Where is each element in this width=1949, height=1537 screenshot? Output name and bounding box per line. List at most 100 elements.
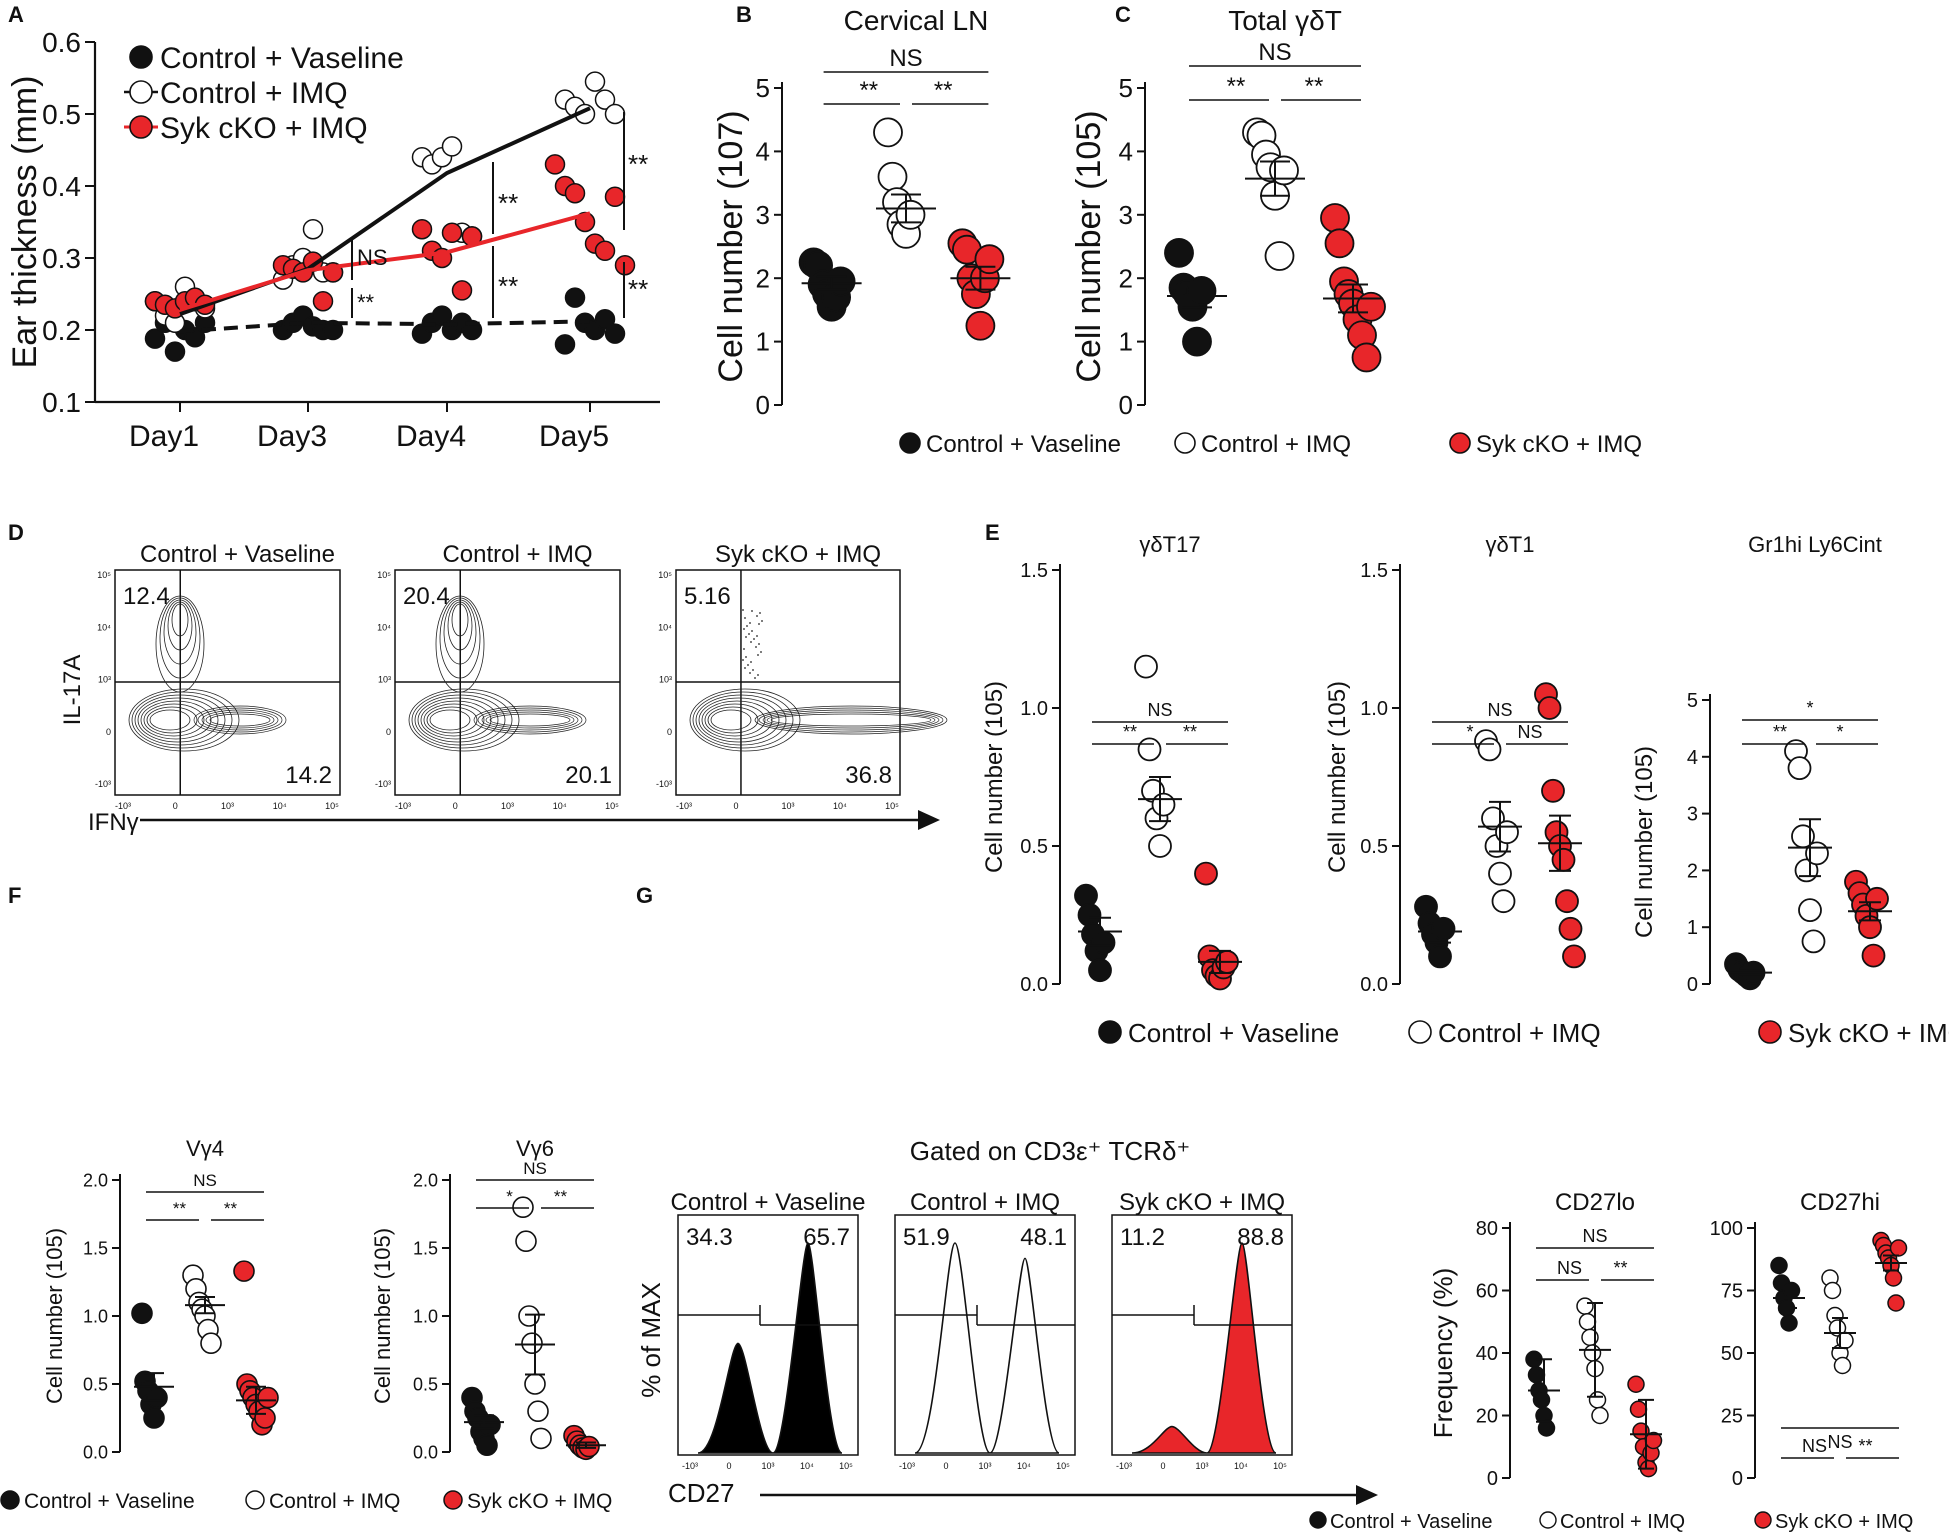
plot-g2-tick-label: 75 bbox=[1721, 1281, 1743, 1303]
flow-d-x-tick-label: 10³ bbox=[781, 801, 794, 811]
plot-b-point-1 bbox=[895, 199, 926, 230]
e-legend-label: Control + IMQ bbox=[1438, 1018, 1601, 1048]
plot-e2-point-1 bbox=[1488, 861, 1512, 886]
plot-c-point-0 bbox=[1164, 237, 1194, 268]
flow-d-contour bbox=[167, 601, 193, 651]
plot-b-sig-label: NS bbox=[889, 45, 922, 72]
bc-legend-marker bbox=[899, 432, 921, 454]
plot-b-point-1 bbox=[873, 117, 903, 148]
flow-d-y-tick-label: -10³ bbox=[656, 779, 672, 789]
plot-b-tick-label: 5 bbox=[756, 73, 770, 103]
plot-f1-tick-label: 2.0 bbox=[83, 1170, 108, 1190]
f-legend-label: Syk cKO + IMQ bbox=[467, 1490, 612, 1513]
e-legend-label: Syk cKO + IMQ bbox=[1788, 1018, 1949, 1048]
panel-letter-b: B bbox=[736, 2, 752, 27]
flow-d-y-tick-label: 10⁵ bbox=[658, 570, 672, 580]
flow-d-event bbox=[746, 625, 748, 627]
flow-d-contour bbox=[134, 694, 226, 746]
hist-g-x-tick-label: 10⁴ bbox=[800, 1461, 814, 1471]
plot-b-point-2 bbox=[965, 310, 996, 341]
panel-a-sig-label: ** bbox=[628, 149, 648, 179]
flow-d-lower-right-0: 14.2 bbox=[285, 762, 332, 789]
hist-g-right-0: 65.7 bbox=[803, 1224, 850, 1251]
plot-c-y-label: Cell number (105) bbox=[1070, 110, 1108, 382]
flow-d-contour bbox=[408, 688, 520, 752]
plot-e2-point-0 bbox=[1431, 916, 1456, 941]
panel-a-point-0 bbox=[431, 305, 453, 326]
hist-g-right-1: 48.1 bbox=[1020, 1224, 1067, 1251]
flow-d-contour bbox=[193, 705, 287, 735]
panel-a-x-tick-label: Day5 bbox=[539, 420, 609, 453]
flow-d-event bbox=[760, 651, 762, 653]
flow-d-title-2: Syk cKO + IMQ bbox=[715, 541, 881, 568]
flow-d-event bbox=[745, 656, 747, 658]
plot-g2-tick-label: 25 bbox=[1721, 1406, 1743, 1428]
hist-g-x-label: CD27 bbox=[668, 1478, 734, 1508]
g-legend-label: Control + Vaseline bbox=[1330, 1511, 1493, 1533]
plot-e3-sig-label: ** bbox=[1773, 722, 1787, 742]
flow-d-y-tick-label: 0 bbox=[106, 727, 111, 737]
plot-c-point-2 bbox=[1320, 203, 1350, 233]
hist-g-title-2: Syk cKO + IMQ bbox=[1119, 1189, 1285, 1216]
flow-d-contour bbox=[689, 688, 801, 752]
flow-d-event bbox=[756, 635, 758, 637]
e-legend-marker bbox=[1758, 1020, 1782, 1044]
plot-g1-point-1 bbox=[1576, 1297, 1594, 1315]
flow-d-y-tick-label: -10³ bbox=[375, 779, 391, 789]
flow-d-contour bbox=[163, 599, 197, 665]
flow-d-x-tick-label: 0 bbox=[173, 801, 178, 811]
plot-e2-title: γδT1 bbox=[1486, 532, 1535, 557]
plot-f1-tick-label: 1.5 bbox=[83, 1238, 108, 1258]
bc-legend-label: Control + Vaseline bbox=[926, 431, 1121, 458]
plot-e3-tick-label: 1 bbox=[1687, 917, 1698, 939]
plot-g2-point-1 bbox=[1823, 1281, 1842, 1300]
plot-f1-point-0 bbox=[131, 1302, 153, 1325]
panel-letter-d: D bbox=[8, 520, 24, 545]
flow-d-x-tick-label: -10³ bbox=[395, 801, 411, 811]
plot-g1-point-1 bbox=[1588, 1391, 1607, 1409]
flow-d-y-tick-label: 10⁵ bbox=[377, 570, 391, 580]
flow-d-x-tick-label: 10⁴ bbox=[833, 801, 847, 811]
plot-e3-title: Gr1hi Ly6Cint bbox=[1748, 532, 1882, 557]
flow-d-event bbox=[743, 648, 745, 650]
flow-d-event bbox=[756, 615, 758, 617]
plot-b-point-1 bbox=[877, 161, 908, 192]
plot-b-sig-label: ** bbox=[934, 77, 953, 104]
bc-legend-label: Control + IMQ bbox=[1201, 431, 1351, 458]
flow-d-upper-left-0: 12.4 bbox=[123, 583, 170, 610]
panel-a-point-0 bbox=[604, 323, 626, 344]
flow-d-y-tick-label: 10⁴ bbox=[97, 622, 111, 632]
plot-e3-sig-label: * bbox=[1836, 722, 1843, 742]
plot-e1-title: γδT17 bbox=[1139, 532, 1200, 557]
plot-c-title: Total γδT bbox=[1228, 5, 1342, 36]
flow-d-event bbox=[751, 610, 753, 612]
flow-d-lower-right-2: 36.8 bbox=[845, 762, 892, 789]
hist-g-frame-1 bbox=[894, 1214, 1076, 1456]
flow-d-contour bbox=[128, 688, 240, 752]
hist-g-title-0: Control + Vaseline bbox=[671, 1189, 866, 1216]
plot-b-tick-label: 1 bbox=[756, 327, 770, 357]
plot-g1-y-label: Frequency (%) bbox=[1428, 1268, 1458, 1439]
plot-e2-sig-label: * bbox=[1466, 722, 1473, 742]
hist-g-x-tick-label: 0 bbox=[943, 1461, 948, 1471]
flow-d-event bbox=[761, 620, 763, 622]
plot-g2-sig-label: NS bbox=[1827, 1432, 1852, 1452]
hist-g-x-tick-label: 10⁴ bbox=[1234, 1461, 1248, 1471]
flow-d-contour bbox=[435, 595, 485, 693]
plot-c-point-2 bbox=[1324, 228, 1355, 259]
plot-e2-point-2 bbox=[1541, 778, 1565, 803]
plot-e3-tick-label: 2 bbox=[1687, 860, 1698, 882]
plot-e2-tick-label: 0.5 bbox=[1360, 836, 1388, 858]
plot-g1-point-2 bbox=[1629, 1400, 1648, 1418]
hist-g-y-label: % of MAX bbox=[636, 1282, 666, 1398]
plot-g2-point-2 bbox=[1889, 1239, 1908, 1257]
panel-a-point-0 bbox=[322, 319, 344, 341]
flow-d-x-tick-label: 10⁴ bbox=[273, 801, 287, 811]
panel-a-tick-label: 0.4 bbox=[42, 171, 81, 202]
flow-d-contour bbox=[171, 603, 189, 637]
flow-d-event bbox=[749, 622, 751, 624]
flow-d-x-tick-label: 0 bbox=[453, 801, 458, 811]
panel-a-point-1 bbox=[441, 136, 463, 157]
plot-f1-point-2 bbox=[257, 1386, 279, 1409]
plot-b-sig-label: ** bbox=[859, 77, 878, 104]
